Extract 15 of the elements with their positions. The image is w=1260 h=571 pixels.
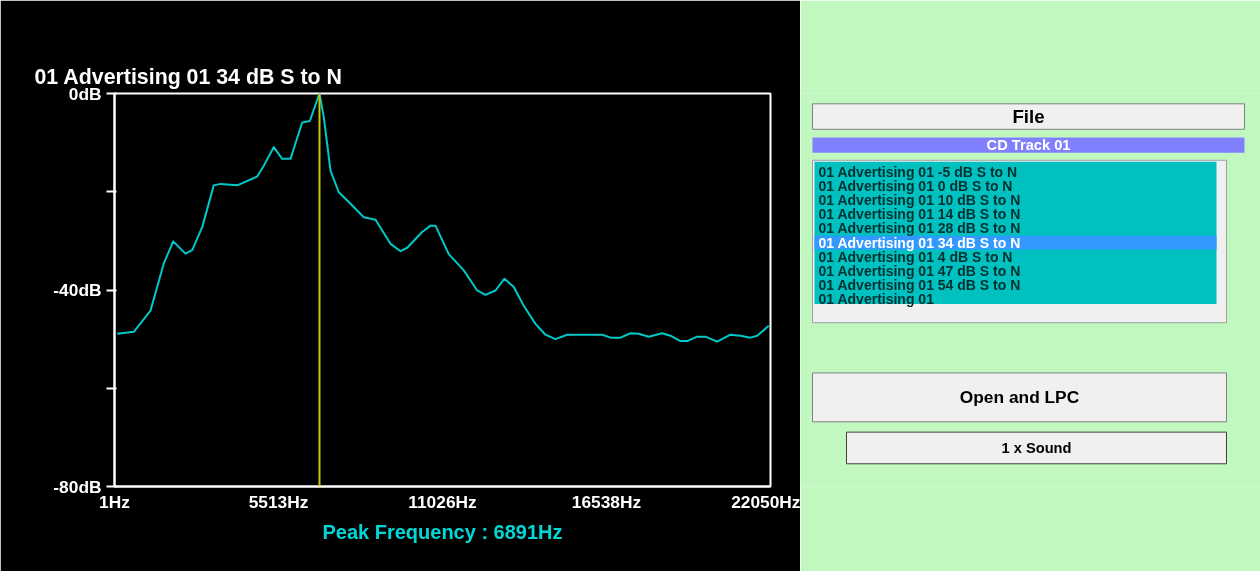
text: Open and LPC: [959, 387, 1080, 408]
x-axis-title: Peak Frequency : 6891Hz: [322, 520, 563, 543]
text: 01 Advertising 01 -5 dB S to N: [818, 163, 1018, 180]
text: 01 Advertising 01 0 dB S to N: [818, 178, 1013, 195]
x-tick-label: 11026Hz: [408, 491, 478, 512]
x-tick-label: 16538Hz: [571, 491, 642, 512]
x-tick-label: 22050Hz: [731, 491, 801, 512]
text: CD Track 01: [986, 137, 1071, 154]
line-series: [116, 93, 770, 343]
text: 1 x Sound: [1001, 439, 1072, 456]
x-tick-label: 5513Hz: [248, 491, 309, 512]
y-tick-label: -80dB: [53, 476, 102, 497]
text: File: [1012, 106, 1045, 128]
y-tick-label: -40dB: [53, 280, 102, 300]
x-tick-label: 1Hz: [99, 491, 131, 512]
